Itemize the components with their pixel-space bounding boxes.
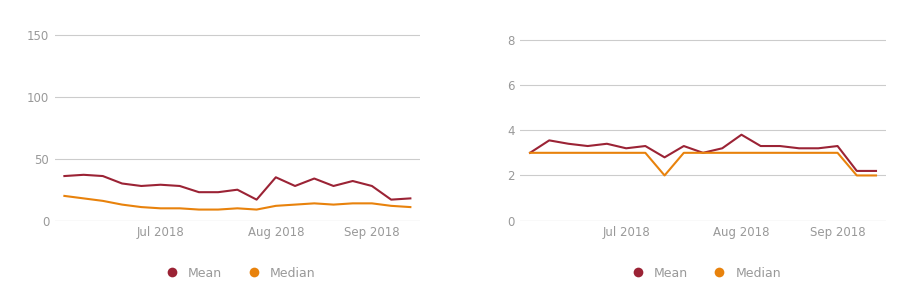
Legend: Mean, Median: Mean, Median (620, 261, 786, 283)
Legend: Mean, Median: Mean, Median (154, 261, 320, 283)
